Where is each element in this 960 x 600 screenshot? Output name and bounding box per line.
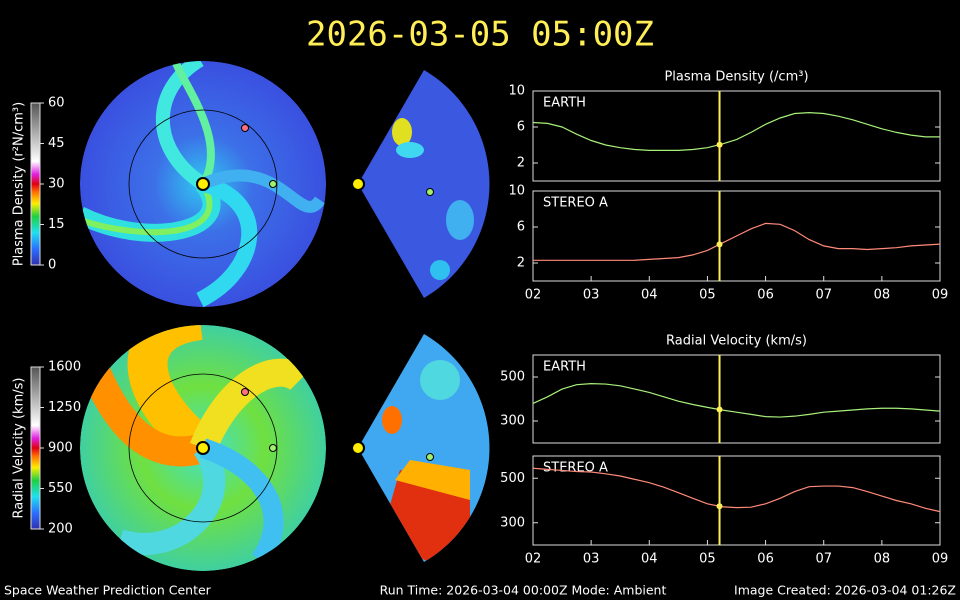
colorbar: [30, 366, 41, 530]
colorbar-tick-label: 0: [48, 258, 56, 273]
series-label: EARTH: [543, 360, 586, 375]
x-tick-label: 08: [874, 552, 891, 567]
plot-frame: [532, 90, 941, 182]
series-line: [533, 222, 941, 261]
plot-frame: [532, 190, 941, 282]
colorbar-tick-label: 15: [48, 217, 65, 232]
footer-left: Space Weather Prediction Center: [4, 583, 212, 598]
colorbar-tick-label: 30: [48, 177, 65, 192]
plot-frame: [532, 455, 941, 546]
series-line: [532, 382, 941, 418]
x-tick-label: 07: [815, 552, 832, 567]
colorbar-label: Radial Velocity (km/s): [12, 378, 27, 519]
panel-title: Plasma Density (/cm³): [664, 70, 808, 85]
stereo-a: [241, 388, 249, 396]
x-tick-label: 07: [815, 288, 832, 303]
y-tick-label: 500: [500, 370, 525, 385]
earth: [269, 444, 277, 452]
stereo-a: [241, 124, 249, 132]
panel-title: Radial Velocity (km/s): [666, 334, 807, 349]
x-tick-label: 09: [932, 552, 949, 567]
earth: [269, 180, 277, 188]
x-tick-label: 05: [699, 288, 716, 303]
x-tick-label: 04: [641, 552, 658, 567]
time-marker-dot: [716, 503, 723, 510]
title: 2026-03-05 05:00Z: [306, 15, 654, 55]
colorbar-tick-label: 45: [48, 136, 65, 151]
colorbar: [30, 102, 41, 266]
series-label: STEREO A: [543, 196, 608, 211]
x-tick-label: 06: [757, 288, 774, 303]
x-tick-label: 05: [699, 552, 716, 567]
earth: [426, 188, 434, 196]
series-label: EARTH: [543, 96, 586, 111]
footer-right: Image Created: 2026-03-04 01:26Z: [734, 583, 956, 598]
y-tick-label: 10: [508, 184, 525, 199]
y-tick-label: 6: [517, 220, 525, 235]
footer-center: Run Time: 2026-03-04 00:00Z Mode: Ambien…: [380, 583, 667, 598]
colorbar-tick-label: 200: [48, 522, 73, 537]
series-line: [532, 111, 940, 151]
density-wedge: [358, 70, 490, 298]
colorbar-label: Plasma Density (r²N/cm³): [12, 102, 27, 266]
plot-frame: [532, 354, 941, 444]
time-marker-dot: [716, 141, 723, 148]
x-tick-label: 03: [583, 552, 600, 567]
colorbar-tick-label: 900: [48, 441, 73, 456]
colorbar-tick-label: 1250: [48, 400, 81, 415]
y-tick-label: 2: [517, 156, 525, 171]
y-tick-label: 300: [500, 515, 525, 530]
y-tick-label: 500: [500, 471, 525, 486]
y-tick-label: 2: [517, 256, 525, 271]
colorbar-tick-label: 550: [48, 481, 73, 496]
colorbar-tick-label: 1600: [48, 360, 81, 375]
x-tick-label: 02: [525, 288, 542, 303]
colorbar-tick-label: 60: [48, 96, 65, 111]
x-tick-label: 04: [641, 288, 658, 303]
time-marker-dot: [716, 406, 723, 413]
sun: [351, 441, 365, 455]
y-tick-label: 300: [500, 414, 525, 429]
sun: [196, 177, 210, 191]
sun: [196, 441, 210, 455]
velocity-wedge: [358, 334, 490, 562]
y-tick-label: 10: [508, 84, 525, 99]
x-tick-label: 09: [932, 288, 949, 303]
sun: [351, 177, 365, 191]
earth: [426, 453, 434, 461]
x-tick-label: 03: [583, 288, 600, 303]
x-tick-label: 08: [874, 288, 891, 303]
x-tick-label: 06: [757, 552, 774, 567]
time-marker-dot: [716, 241, 723, 248]
x-tick-label: 02: [525, 552, 542, 567]
y-tick-label: 6: [517, 120, 525, 135]
series-line: [532, 467, 941, 513]
